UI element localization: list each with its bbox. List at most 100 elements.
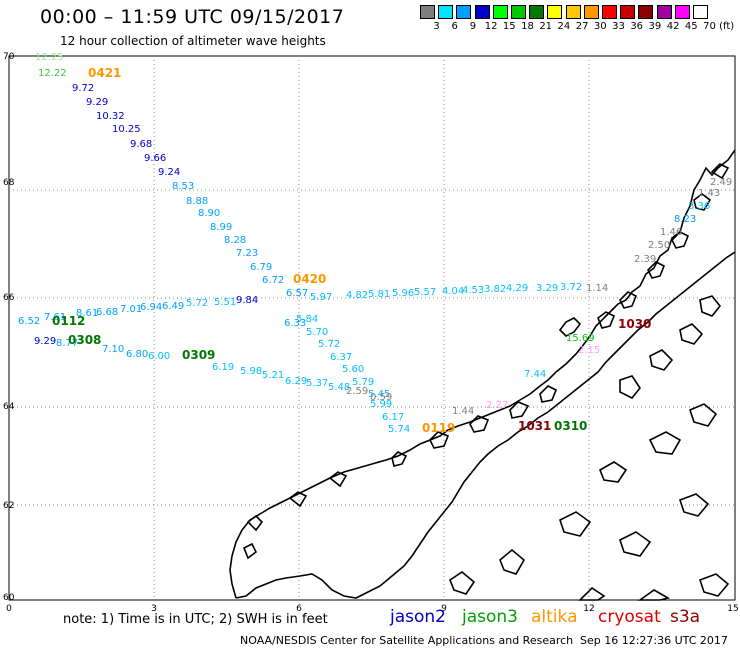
wave-height-reading: 10.25 [112,124,141,135]
satellite-legend-entry: jason2 [390,607,446,627]
wave-height-reading: 7.23 [236,248,258,259]
latitude-tick-label: 68 [3,178,15,188]
coastline-segment [235,565,405,599]
legend-swatch-label: 15 [502,21,516,32]
wave-height-reading: 7.61 [44,312,66,323]
coastline-segment [619,375,641,400]
wave-height-reading: 8.28 [224,235,246,246]
legend-swatch [565,5,581,19]
wave-height-reading: 5.84 [296,314,318,325]
coastline-segment [328,471,348,488]
coastline-segment [619,291,638,309]
coastline-segment [499,548,526,575]
coastline-segment [671,231,690,249]
wave-height-reading: 7.10 [102,344,124,355]
wave-height-reading: 9.29 [86,97,108,108]
wave-height-reading: 4.29 [506,283,528,294]
legend-unit-label: (ft) [719,21,735,32]
longitude-tick-label: 15 [727,604,738,614]
legend-swatch [602,5,617,19]
wave-height-reading: 2.49 [710,177,732,188]
coastline-segment [391,451,408,467]
latitude-tick-label: 62 [3,501,14,511]
wave-height-reading: 0.59 [370,392,392,403]
pass-time-label: 1031 [518,419,551,433]
map-frame [8,55,736,601]
wave-height-reading: 2.39 [634,254,656,265]
wave-height-reading: 8.99 [210,222,232,233]
wave-height-reading: 8.53 [172,181,194,192]
coastline-segment [710,163,730,180]
pass-time-label: 0310 [554,419,587,433]
coastline-segment [242,542,258,560]
coastline-segment [449,571,476,595]
coastline-segment [678,493,710,517]
coastline-segment [288,491,308,508]
legend-swatch [529,5,545,19]
wave-height-reading: 2.15 [578,345,600,356]
coastline-segment [679,323,704,345]
wave-height-reading: 5.21 [262,370,284,381]
wave-height-readings: 12.25 12.22 9.72 9.29 10.32 10.25 9.68 9.66 9.24… [18,52,732,435]
footer-organization: NOAA/NESDIS Center for Satellite Applica… [240,634,574,647]
wave-height-reading: 5.45 [368,389,390,400]
longitude-tick-label: 6 [296,604,302,614]
coastline-segment [648,431,682,455]
pass-time-label: 0308 [68,333,101,347]
coastline-segment [509,401,530,419]
latitude-tick-label: 70 [3,52,15,62]
wave-height-reading: 12.25 [35,52,64,63]
wave-height-reading: 5.81 [368,289,390,300]
coastline [229,149,736,601]
wave-height-reading: 6.19 [212,362,234,373]
legend-swatch-label: 6 [451,21,458,32]
wave-height-reading: 4.82 [346,290,368,301]
legend-swatch-label: 18 [521,21,534,32]
coastline-segment [429,431,450,449]
wave-height-reading: 3.36 [688,201,710,212]
wave-height-reading: 4.04 [442,286,464,297]
legend-swatch [492,5,508,19]
wave-height-reading: 9.72 [72,83,94,94]
legend-swatch-label: 12 [484,21,498,32]
footer-timestamp: Sep 16 12:27:36 UTC 2017 [580,634,728,647]
wave-height-reading: 9.24 [158,167,180,178]
wave-height-reading: 5.70 [306,327,328,338]
wave-height-reading: 6.29 [285,376,307,387]
pass-time-label: 0119 [422,421,455,435]
legend-swatch [693,5,708,19]
coastline-segment [558,317,582,337]
coastline-segment [598,461,628,483]
coastline-segment [649,349,674,371]
legend-swatch [474,5,490,19]
wave-height-reading: 6.57 [286,288,308,299]
wave-height-reading: 9.68 [130,139,152,150]
latitude-tick-label: 60 [3,593,15,603]
legend-swatch-label: 33 [612,21,625,32]
pass-time-label: 0112 [52,314,85,328]
legend-swatch-label: 45 [684,21,698,32]
wave-height-reading: 6.68 [96,307,118,318]
wave-height-reading: 2.50 [648,240,670,251]
wave-height-reading: 9.29 [34,336,56,347]
wave-height-reading: 1.43 [698,188,720,199]
wave-height-reading: 8.61 [76,308,98,319]
legend-swatch [420,5,435,19]
pass-time-label: 0421 [88,66,121,80]
legend-swatch [438,5,454,19]
pass-time-label: 1030 [618,317,651,331]
legend-swatch-label: 21 [539,21,553,32]
legend-swatch [674,5,690,19]
coastline-segment [647,261,666,279]
wave-height-reading: 15.69 [566,333,595,344]
wave-height-reading: 6.79 [250,262,272,273]
wave-height-reading: 9.66 [144,153,166,164]
wave-height-reading: 8.88 [186,196,208,207]
wave-height-reading: 6.17 [382,412,404,423]
wave-height-reading: 5.37 [306,378,328,389]
legend-swatch [656,5,672,19]
map-title: 00:00 – 11:59 UTC 09/15/2017 [40,6,345,28]
wave-height-reading: 3.82 [484,284,506,295]
wave-height-reading: 1.44 [452,406,474,417]
